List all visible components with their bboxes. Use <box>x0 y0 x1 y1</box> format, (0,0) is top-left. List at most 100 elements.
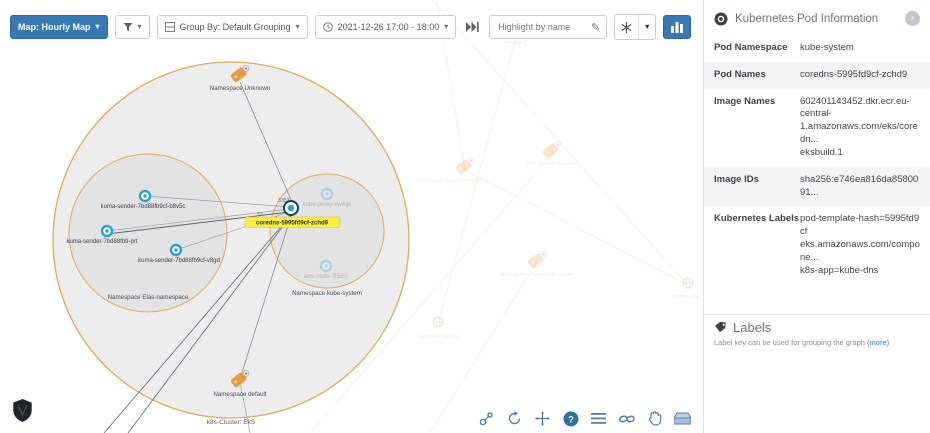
highlight-input[interactable] <box>496 21 591 33</box>
chevron-down-icon: ▾ <box>96 23 100 31</box>
row-label: Image Names <box>714 96 800 160</box>
row-value: 602401143452.dkr.ecr.eu- central- 1.amaz… <box>800 96 920 160</box>
pod-label: aws-node-7t5dm <box>304 274 349 280</box>
row-label: Pod Namespace <box>714 42 800 55</box>
filter-icon <box>123 22 133 32</box>
panel-title: Kubernetes Pod Information <box>735 13 898 25</box>
pod-label: kuma-sender-7bd88fb9-prt <box>66 239 137 245</box>
layout-control: ▾ <box>614 14 656 40</box>
highlight-search: ✎ <box>489 15 607 39</box>
namespace-circle-left[interactable] <box>69 154 227 312</box>
pod-info-table: Pod Namespace kube-system Pod Names core… <box>704 35 930 284</box>
pod-icon <box>171 245 181 255</box>
network-map-svg[interactable]: 5353 53 53 Namespace Unknown kuma-sender… <box>0 0 703 433</box>
nodes-icon <box>479 411 494 426</box>
layout-options-button[interactable]: ▾ <box>638 15 655 39</box>
help-icon: ? <box>563 411 579 427</box>
pod-icon <box>321 261 331 271</box>
svg-text:k8s-cluster-OpenShift (OS1): k8s-cluster-OpenShift (OS1) <box>416 178 489 184</box>
pod-icon <box>140 191 150 201</box>
minimap-icon <box>674 412 691 425</box>
link-icon <box>619 413 635 425</box>
refresh-icon <box>507 411 522 426</box>
svg-text:center-vlan: center-vlan <box>672 294 701 300</box>
group-by-label: Group By: Default Grouping <box>180 22 291 32</box>
move-icon <box>535 411 550 426</box>
map-type-selector[interactable]: Map: Hourly Map ▾ <box>10 15 108 39</box>
pencil-icon: ✎ <box>591 21 600 34</box>
grouping-icon <box>165 22 175 32</box>
labels-section: Labels Label key can be used for groupin… <box>714 320 920 347</box>
row-label: Kubernetes Labels <box>714 213 800 277</box>
table-row: Image Names 602401143452.dkr.ecr.eu- cen… <box>704 89 930 167</box>
row-value: sha256:e746ea816da8580091... <box>800 174 920 200</box>
panel-header: Kubernetes Pod Information › <box>704 0 930 35</box>
pod-label: kuma-sender-7bd88fb9cf-v8gd <box>138 258 220 264</box>
pod-label-highlighted: coredns-5995fd9cf-zchd9 <box>256 221 329 227</box>
more-link[interactable]: (more) <box>867 338 889 347</box>
pan-mode-button[interactable] <box>534 410 551 427</box>
cluster-label: k8s-Cluster: EkS <box>207 419 256 426</box>
map-controls: ? <box>478 410 691 427</box>
pod-icon <box>102 226 112 236</box>
pod-info-panel: Kubernetes Pod Information › Pod Namespa… <box>704 0 930 433</box>
pod-icon <box>714 12 728 26</box>
filter-button[interactable]: ▾ <box>115 15 150 39</box>
step-to-latest-button[interactable] <box>463 15 482 39</box>
time-range-selector[interactable]: 2021-12-26 17:00 - 18:00 ▾ <box>315 15 457 39</box>
namespace-label: Namespace Unknown <box>210 85 271 92</box>
svg-text:k8s-cluster-OpenShift-cluster: k8s-cluster-OpenShift-cluster <box>500 272 575 278</box>
labels-title: Labels <box>733 320 771 335</box>
fast-forward-icon <box>466 22 479 32</box>
table-row: Image IDs sha256:e746ea816da8580091... <box>704 167 930 207</box>
list-icon <box>591 412 606 425</box>
brand-shield-logo <box>13 399 32 427</box>
table-row: Pod Namespace kube-system <box>704 35 930 62</box>
labels-description: Label key can be used for grouping the g… <box>714 338 920 347</box>
svg-text:vsphere-cluster: vsphere-cluster <box>418 334 458 340</box>
pod-icon <box>322 189 332 199</box>
svg-text:?: ? <box>568 414 574 425</box>
chevron-down-icon: ▾ <box>645 23 649 31</box>
table-row: Pod Names coredns-5995fd9cf-zchd9 <box>704 62 930 89</box>
collapse-panel-button[interactable]: › <box>905 11 920 26</box>
legend-list-button[interactable] <box>590 410 607 427</box>
shield-icon <box>13 399 32 422</box>
table-row: Kubernetes Labels pod-template-hash=5995… <box>704 206 930 284</box>
namespace-label-right: Namespace kube-system <box>292 290 362 297</box>
app-window: 5353 53 53 Namespace Unknown kuma-sender… <box>0 0 930 433</box>
group-by-selector[interactable]: Group By: Default Grouping ▾ <box>157 15 308 39</box>
map-toolbar: Map: Hourly Map ▾ ▾ Group By: Default Gr… <box>10 14 691 40</box>
row-value: pod-template-hash=5995fd9cf eks.amazonaw… <box>800 213 920 277</box>
grab-mode-button[interactable] <box>646 410 663 427</box>
minimap-button[interactable] <box>674 410 691 427</box>
chevron-down-icon: ▾ <box>444 23 448 31</box>
clock-icon <box>323 22 333 32</box>
chevron-down-icon: ▾ <box>296 23 300 31</box>
refresh-layout-button[interactable] <box>506 410 523 427</box>
link-mode-button[interactable] <box>618 410 635 427</box>
pod-label: kube-proxy-xw4qk <box>303 202 353 208</box>
time-range-label: 2021-12-26 17:00 - 18:00 <box>338 22 440 32</box>
row-label: Image IDs <box>714 174 800 200</box>
pod-label: kuma-sender-7bd88fb9cf-b8v5c <box>101 204 186 210</box>
auto-layout-button[interactable] <box>615 15 638 39</box>
bars-icon <box>671 22 683 33</box>
map-canvas[interactable]: 5353 53 53 Namespace Unknown kuma-sender… <box>0 0 704 433</box>
snowflake-icon <box>621 22 632 33</box>
label-tag-icon <box>714 321 727 334</box>
help-button[interactable]: ? <box>562 410 579 427</box>
namespace-label: Namespace default <box>213 391 267 398</box>
svg-text:vcenter1: vcenter1 <box>505 40 527 46</box>
hand-icon <box>648 411 662 426</box>
row-value: coredns-5995fd9cf-zchd9 <box>800 69 907 82</box>
chevron-down-icon: ▾ <box>138 23 142 31</box>
row-value: kube-system <box>800 42 854 55</box>
policy-view-button[interactable] <box>663 15 691 39</box>
map-type-label: Map: Hourly Map <box>18 22 91 32</box>
labels-description-text: Label key can be used for grouping the g… <box>714 338 867 347</box>
zoom-to-fit-button[interactable] <box>478 410 495 427</box>
namespace-label-left: Namespace Elas-namespace <box>108 294 189 301</box>
panel-divider <box>704 314 930 315</box>
svg-text:k8s-cluster-via-aws: k8s-cluster-via-aws <box>527 161 577 167</box>
